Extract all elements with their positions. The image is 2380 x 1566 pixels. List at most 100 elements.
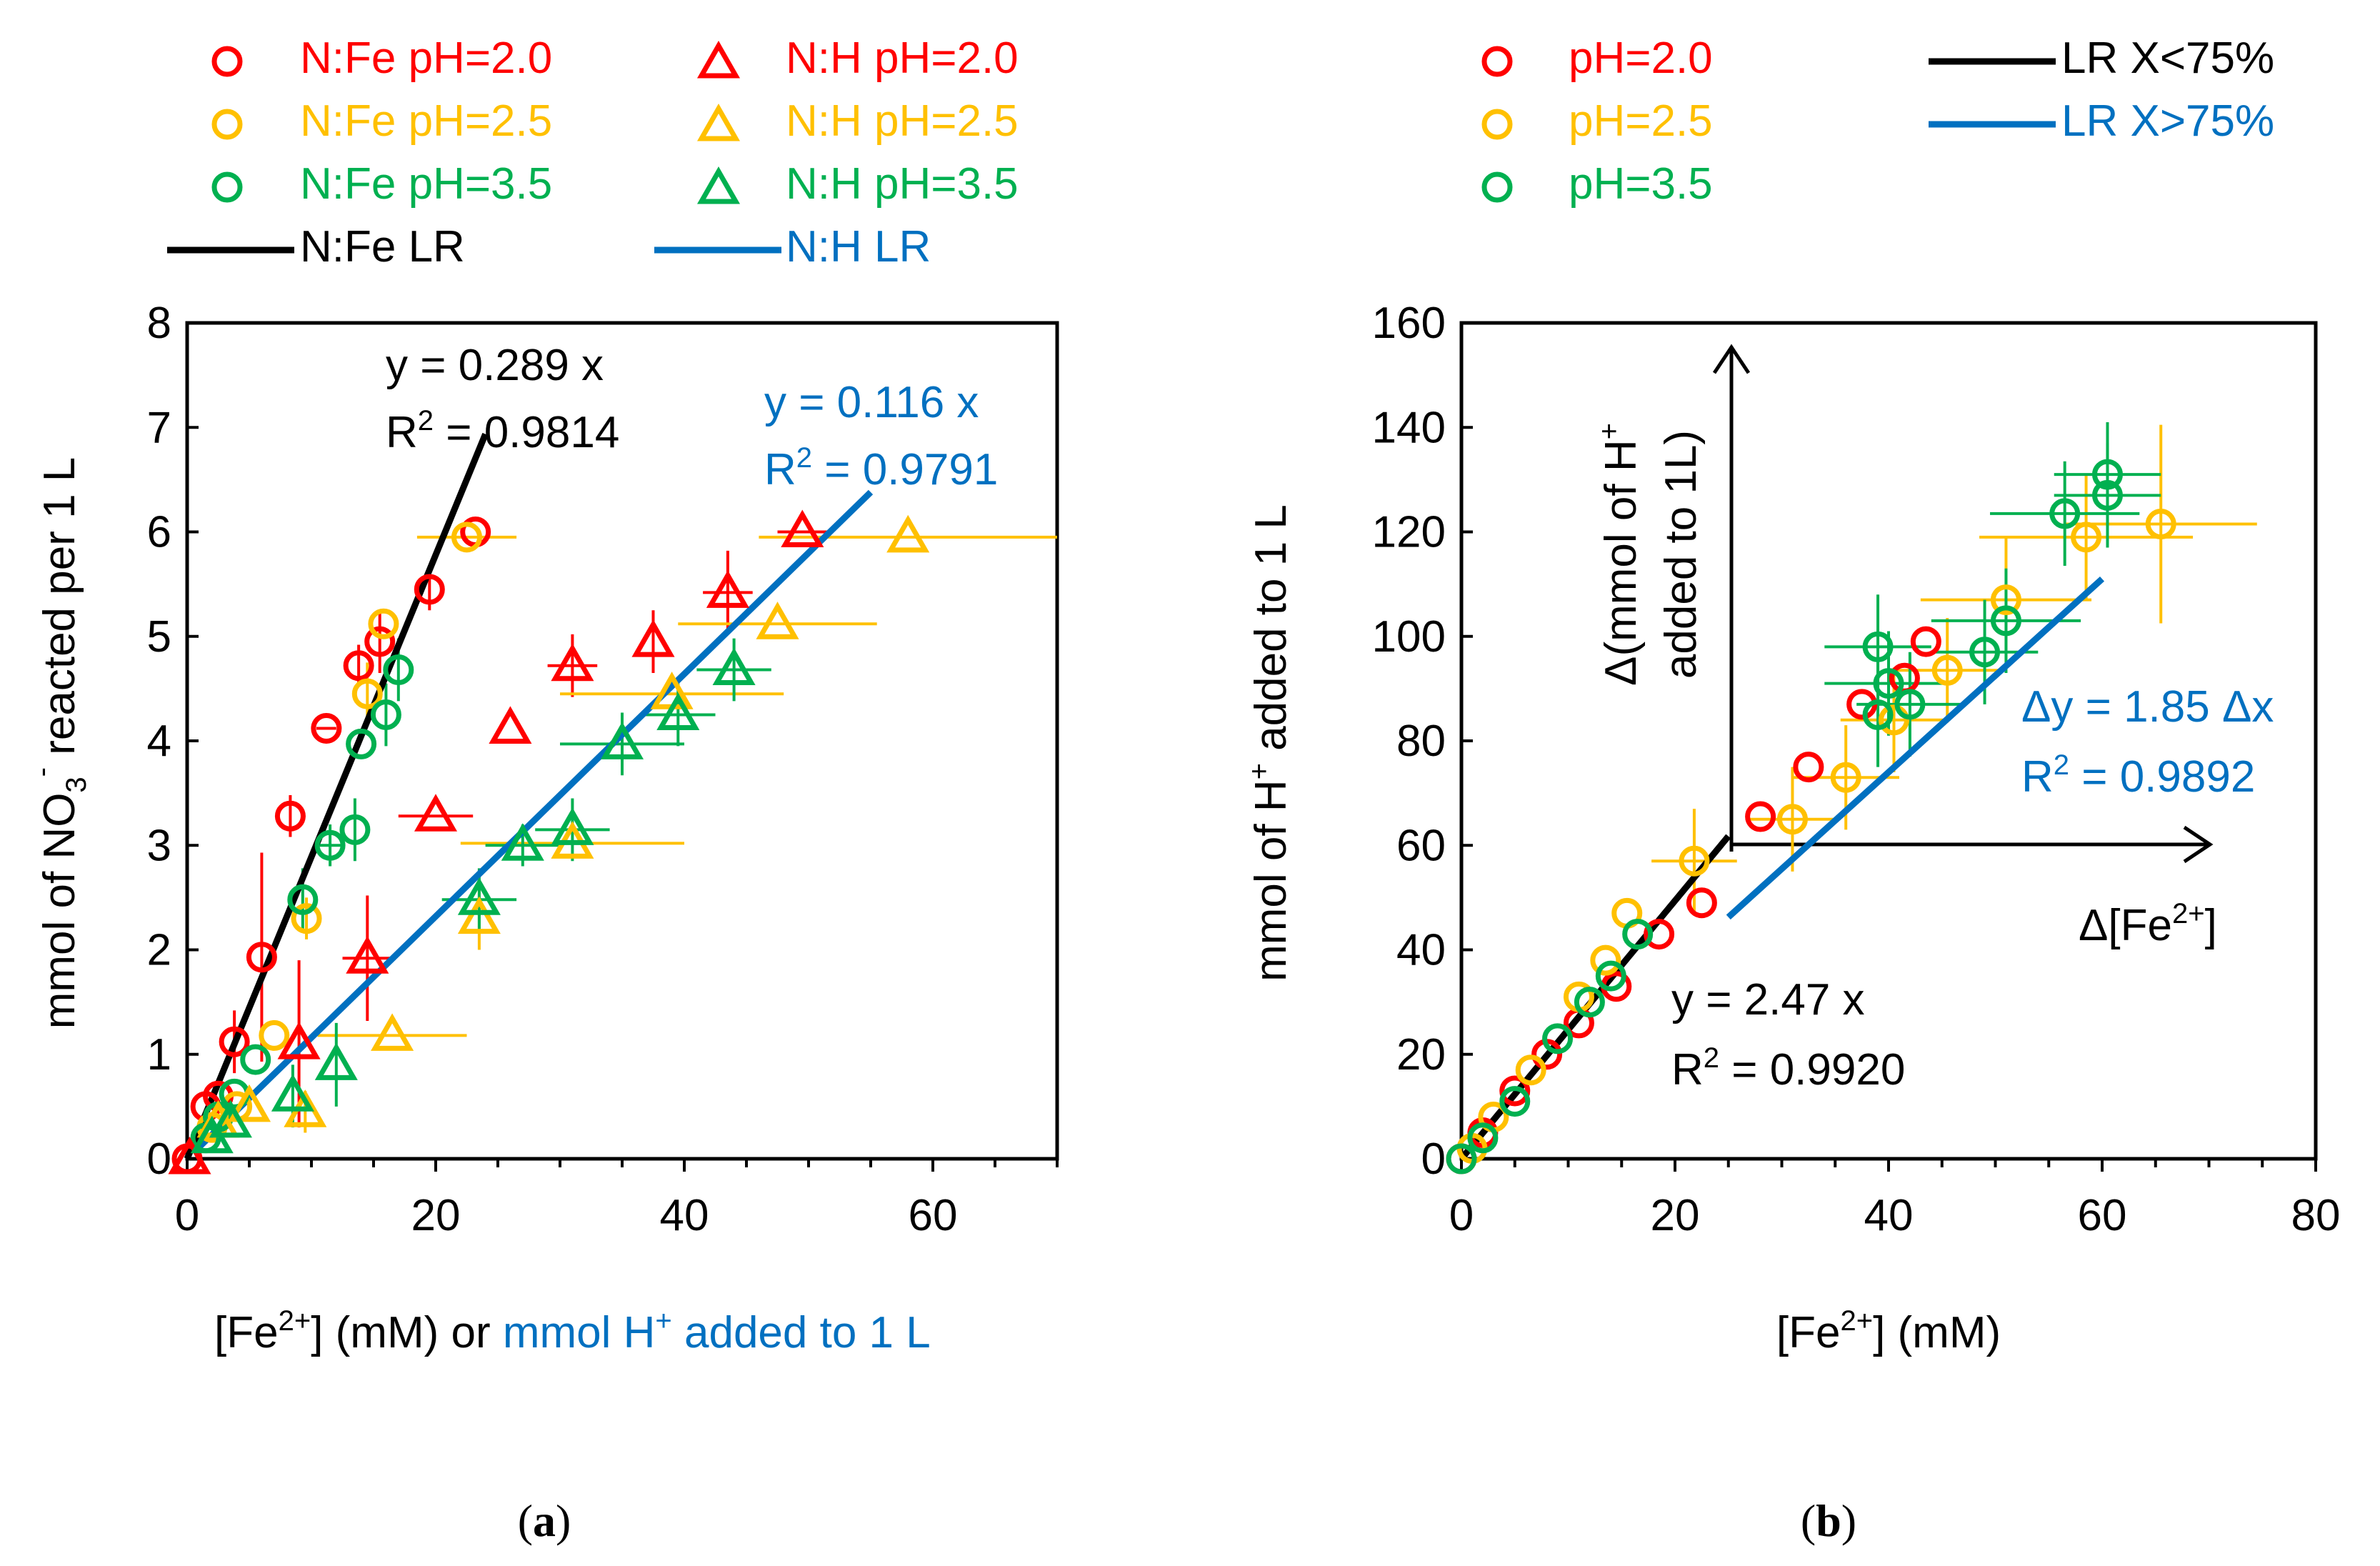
legend-marker-h-ph25 — [696, 103, 741, 141]
data-point-n-h-ph-3-5 — [457, 877, 501, 915]
data-point-n-h-ph-3-5 — [712, 647, 756, 686]
data-point-n-h-ph-2-5 — [457, 896, 501, 934]
y-tick-label: 140 — [1372, 403, 1446, 452]
data-point-ph-2-5 — [1679, 845, 1710, 877]
y-tick-label: 80 — [1396, 717, 1446, 766]
data-point-n-h-ph-2-0 — [551, 643, 594, 682]
x-tick-label: 60 — [2078, 1191, 2127, 1240]
y-tick-label: 0 — [1421, 1134, 1446, 1184]
x-tick-label: 80 — [2291, 1191, 2341, 1240]
data-point-n-h-ph-2-0 — [781, 509, 824, 547]
data-point-n-h-ph-2-0 — [489, 706, 532, 744]
data-point-ph-2-0 — [1644, 919, 1675, 950]
data-point-ph-2-5 — [1931, 654, 1963, 686]
data-point-ph-2-5 — [1878, 704, 1909, 736]
y-tick-label: 2 — [147, 926, 171, 975]
regression-line-n-fe-lr — [184, 432, 489, 1160]
legend-marker-fe-ph35 — [211, 171, 243, 203]
data-point-n-fe-ph-2-0 — [274, 800, 306, 832]
data-point-ph-3-5 — [1467, 1122, 1499, 1154]
data-point-ph-3-5 — [1862, 631, 1894, 662]
data-point-n-fe-ph-2-0 — [414, 574, 445, 605]
legend-marker-h-ph35 — [696, 166, 741, 204]
legend-label-fe-lr: N:Fe LR — [300, 222, 465, 271]
panel-b-eq-low-line1: y = 2.47 x — [1671, 975, 1865, 1024]
delta-y-label-line1: Δ(mmol of H+ — [1594, 423, 1646, 686]
data-point-ph-2-5 — [2145, 509, 2176, 540]
data-point-n-h-ph-2-0 — [706, 570, 749, 608]
panel-b-eq-high-line1: Δy = 1.85 Δx — [2021, 682, 2274, 732]
legend-marker-h-ph20 — [696, 40, 741, 79]
delta-y-arrow-head — [1712, 344, 1751, 374]
panel-a-caption: (a) — [518, 1495, 571, 1546]
panel-b-caption: (b) — [1801, 1495, 1856, 1546]
data-point-n-h-ph-2-0 — [414, 794, 458, 832]
legend-label-ph25: pH=2.5 — [1569, 96, 1713, 146]
data-point-n-h-ph-2-0 — [277, 1022, 321, 1059]
panel-a-legend: N:Fe pH=2.0 N:Fe pH=2.5 N:Fe pH=3.5 N:H … — [167, 34, 1019, 271]
data-point-n-h-ph-3-5 — [656, 692, 700, 730]
legend-marker-ph20 — [1481, 46, 1513, 77]
data-point-ph-2-0 — [1686, 887, 1717, 919]
y-tick-label: 120 — [1372, 508, 1446, 557]
y-tick-label: 60 — [1396, 821, 1446, 870]
data-point-n-fe-ph-2-5 — [451, 522, 482, 553]
data-point-ph-3-5 — [1873, 668, 1904, 699]
data-point-ph-2-0 — [1745, 801, 1776, 832]
data-point-n-fe-ph-3-5 — [346, 728, 377, 759]
panel-b-eq-high-r2: R2 = 0.9892 — [2021, 749, 2255, 802]
data-point-n-h-ph-2-5 — [371, 1013, 414, 1051]
y-tick-label: 40 — [1396, 926, 1446, 975]
panel-a-axis-ticks — [186, 321, 1059, 1172]
data-point-n-h-ph-2-5 — [650, 672, 694, 709]
x-tick-label: 0 — [1449, 1191, 1474, 1240]
x-tick-label: 40 — [660, 1191, 709, 1240]
data-point-ph-3-5 — [1990, 605, 2021, 637]
data-point-n-fe-ph-2-5 — [259, 1019, 290, 1051]
y-tick-label: 100 — [1372, 612, 1446, 662]
data-point-ph-3-5 — [1894, 689, 1926, 720]
data-point-n-fe-ph-2-0 — [364, 626, 396, 657]
legend-label-ph20: pH=2.0 — [1569, 34, 1713, 83]
legend-label-fe-ph35: N:Fe pH=3.5 — [300, 159, 552, 209]
panel-b-legend: pH=2.0 pH=2.5 pH=3.5 LR X<75% LR X>75% — [1481, 34, 2274, 209]
y-tick-label: 20 — [1396, 1030, 1446, 1079]
y-tick-label: 4 — [147, 717, 171, 766]
panel-b-regression-lines — [1459, 576, 2105, 1161]
data-point-n-h-ph-2-5 — [227, 1084, 271, 1122]
legend-label-fe-ph25: N:Fe pH=2.5 — [300, 96, 552, 146]
legend-marker-ph25 — [1481, 109, 1513, 140]
panel-a-tick-labels: 0 1 2 3 4 5 6 7 8 0 20 40 60 — [147, 299, 958, 1240]
legend-label-lr-high: LR X>75% — [2061, 96, 2274, 146]
legend-label-h-ph25: N:H pH=2.5 — [786, 96, 1019, 146]
panel-b-error-bars — [1651, 422, 2257, 914]
data-point-n-fe-ph-3-5 — [240, 1044, 271, 1075]
data-point-n-h-ph-3-5 — [501, 823, 544, 861]
data-point-ph-3-5 — [1622, 919, 1654, 950]
data-point-n-fe-ph-2-5 — [351, 678, 383, 709]
delta-x-label: Δ[Fe2+] — [2079, 898, 2217, 950]
data-point-ph-2-5 — [1830, 762, 1861, 793]
panel-a-data-points — [168, 509, 930, 1174]
legend-label-fe-ph20: N:Fe pH=2.0 — [300, 34, 552, 83]
regression-line-lr-x-75 — [1459, 834, 1731, 1161]
panel-b-data-points — [1446, 459, 2176, 1174]
y-tick-label: 8 — [147, 299, 171, 348]
data-point-n-h-ph-2-0 — [168, 1136, 211, 1174]
data-point-n-h-ph-2-5 — [756, 602, 799, 639]
data-point-ph-3-5 — [1542, 1023, 1574, 1054]
data-point-ph-3-5 — [2091, 479, 2123, 511]
panel-a-eq-fe-line1: y = 0.289 x — [386, 341, 604, 390]
x-tick-label: 0 — [175, 1191, 199, 1240]
data-point-n-fe-ph-3-5 — [339, 814, 371, 845]
data-point-n-h-ph-2-0 — [631, 619, 675, 657]
y-tick-label: 5 — [147, 612, 171, 662]
data-point-ph-2-5 — [1776, 804, 1808, 835]
y-tick-label: 6 — [147, 508, 171, 557]
data-point-ph-3-5 — [1595, 960, 1626, 992]
legend-marker-ph35 — [1481, 171, 1513, 203]
x-tick-label: 60 — [909, 1191, 958, 1240]
data-point-ph-3-5 — [1574, 987, 1605, 1018]
legend-label-h-lr: N:H LR — [786, 222, 931, 271]
